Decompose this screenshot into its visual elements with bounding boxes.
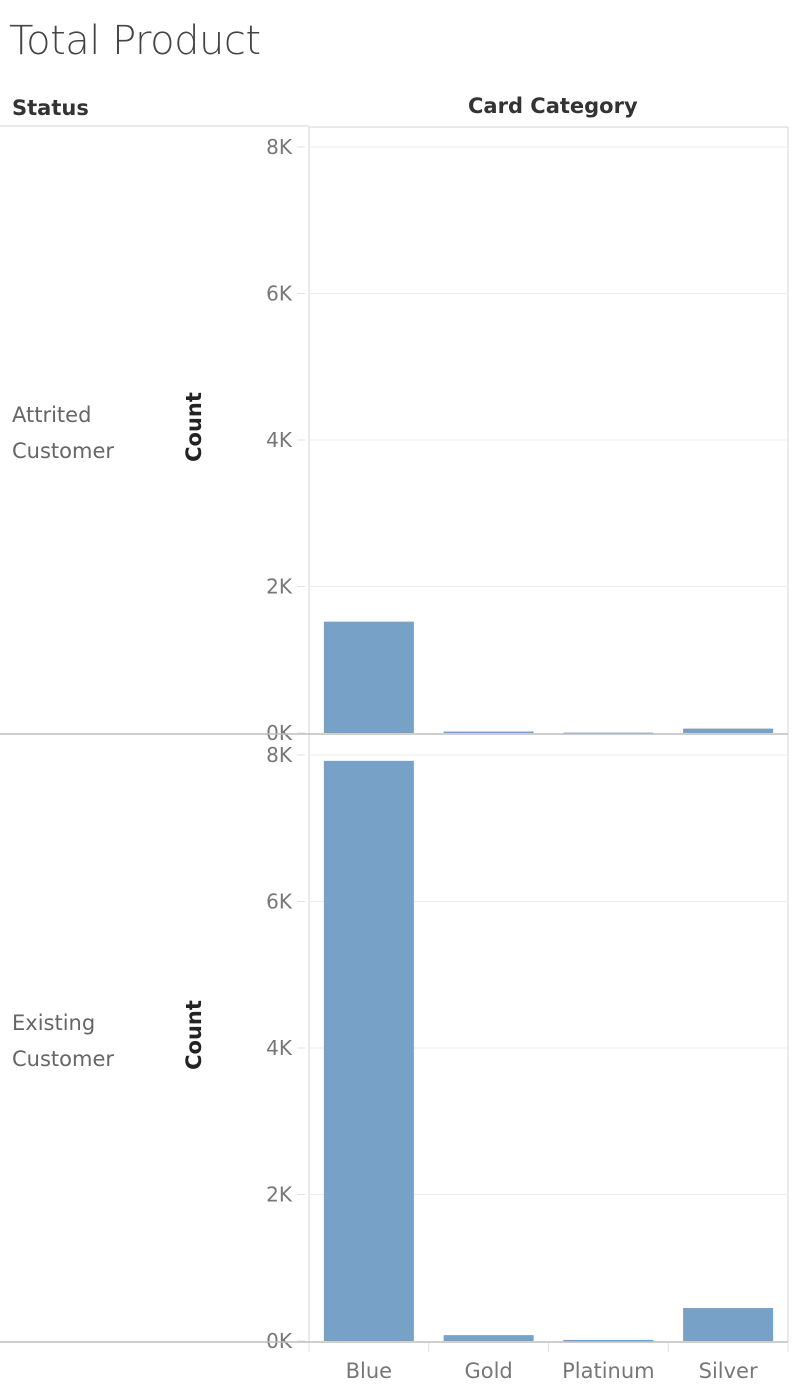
y-tick-label: 2K — [266, 575, 293, 599]
row-label: Existing — [12, 1011, 95, 1035]
chart-title: Total Product — [9, 18, 261, 64]
y-tick-label: 0K — [266, 721, 293, 745]
x-category-label: Silver — [699, 1359, 758, 1383]
y-tick-label: 6K — [266, 890, 293, 914]
x-category-label: Platinum — [562, 1359, 655, 1383]
bar-blue — [323, 621, 414, 733]
row-label: Attrited — [12, 403, 91, 427]
column-field-header: Card Category — [468, 94, 638, 118]
row-field-header: Status — [12, 96, 89, 120]
bar-platinum — [563, 1339, 654, 1342]
y-tick-label: 0K — [266, 1329, 293, 1353]
bar-gold — [443, 731, 534, 734]
x-category-label: Blue — [346, 1359, 392, 1383]
y-axis-title: Count — [182, 392, 206, 462]
y-tick-label: 6K — [266, 282, 293, 306]
y-tick-label: 8K — [266, 135, 293, 159]
y-tick-label: 8K — [266, 743, 293, 767]
bar-silver — [683, 1308, 774, 1341]
bar-gold — [443, 1335, 534, 1341]
bar-blue — [323, 760, 414, 1341]
y-tick-label: 2K — [266, 1183, 293, 1207]
bar-silver — [683, 728, 774, 733]
y-axis-title: Count — [182, 1000, 206, 1070]
row-label: Customer — [12, 439, 114, 463]
y-tick-label: 4K — [266, 1036, 293, 1060]
y-tick-label: 4K — [266, 428, 293, 452]
row-label: Customer — [12, 1047, 114, 1071]
x-category-label: Gold — [464, 1359, 512, 1383]
